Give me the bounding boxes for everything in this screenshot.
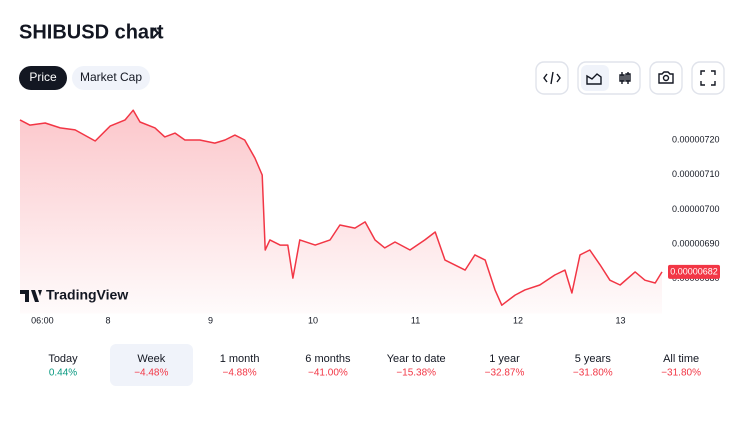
period-label[interactable]: 1 month [220, 353, 260, 365]
camera-lens [662, 74, 670, 82]
period-change[interactable]: −4.48% [134, 368, 168, 379]
x-tick-label: 11 [411, 315, 420, 325]
period-label[interactable]: Year to date [387, 353, 446, 365]
area-icon [586, 73, 602, 85]
period-selected [110, 344, 193, 386]
title[interactable]: SHIBUSD chart [19, 21, 164, 43]
logo: TradingView [20, 287, 128, 303]
x-tick-label: 9 [208, 315, 213, 325]
period-label[interactable]: All time [663, 353, 699, 365]
period-change[interactable]: −31.80% [661, 368, 701, 379]
tab[interactable] [72, 66, 150, 90]
periods: Today 0.44% Week −4.48% 1 month −4.88% 6 month… [48, 353, 701, 379]
y-tick-label: 0.00000700 [672, 204, 720, 214]
period-change[interactable]: −31.80% [573, 368, 613, 379]
plot: 0.000006800.000006900.000007000.00000710… [19, 109, 720, 325]
chevron[interactable] [152, 27, 160, 39]
period-change[interactable]: −41.00% [308, 368, 348, 379]
area-button[interactable] [581, 65, 609, 91]
price-tag [668, 264, 720, 279]
x-tick-label: 13 [616, 315, 626, 325]
period-label[interactable]: 6 months [305, 353, 351, 365]
x-tick-label: 12 [513, 315, 523, 325]
tab-label[interactable]: Price [29, 70, 57, 84]
x-tick-label: 10 [308, 315, 318, 325]
y-tick-label: 0.00000720 [672, 134, 720, 144]
period-label[interactable]: 1 year [489, 353, 520, 365]
tab-active[interactable] [19, 66, 67, 90]
price-tag-label: 0.00000682 [670, 267, 718, 277]
candle-icon[interactable] [619, 72, 631, 84]
embed-icon [543, 71, 561, 85]
y-tick-label: 0.00000690 [672, 238, 720, 248]
chart-type-group [577, 61, 641, 95]
area-fill [20, 110, 662, 314]
embed-button[interactable] [535, 61, 569, 95]
period-change[interactable]: −4.88% [222, 368, 256, 379]
period-label[interactable]: Week [137, 353, 165, 365]
x-tick-label: 06:00 [31, 315, 54, 325]
period-change[interactable]: −32.87% [485, 368, 525, 379]
period-label[interactable]: Today [48, 353, 78, 365]
camera-icon [658, 71, 674, 84]
fullscreen-button[interactable] [691, 61, 725, 95]
snapshot-button[interactable] [649, 61, 683, 95]
period-change[interactable]: −15.38% [396, 368, 436, 379]
logo-text: TradingView [46, 287, 128, 303]
period-change[interactable]: 0.44% [49, 368, 77, 379]
price-line [19, 109, 663, 306]
toolbar [535, 61, 725, 95]
tab-label[interactable]: Market Cap [80, 70, 142, 84]
logo-mark [20, 290, 42, 302]
fullscreen-icon [700, 70, 716, 86]
y-tick-label: 0.00000710 [672, 169, 720, 179]
x-tick-label: 8 [105, 315, 110, 325]
period-label[interactable]: 5 years [575, 353, 612, 365]
